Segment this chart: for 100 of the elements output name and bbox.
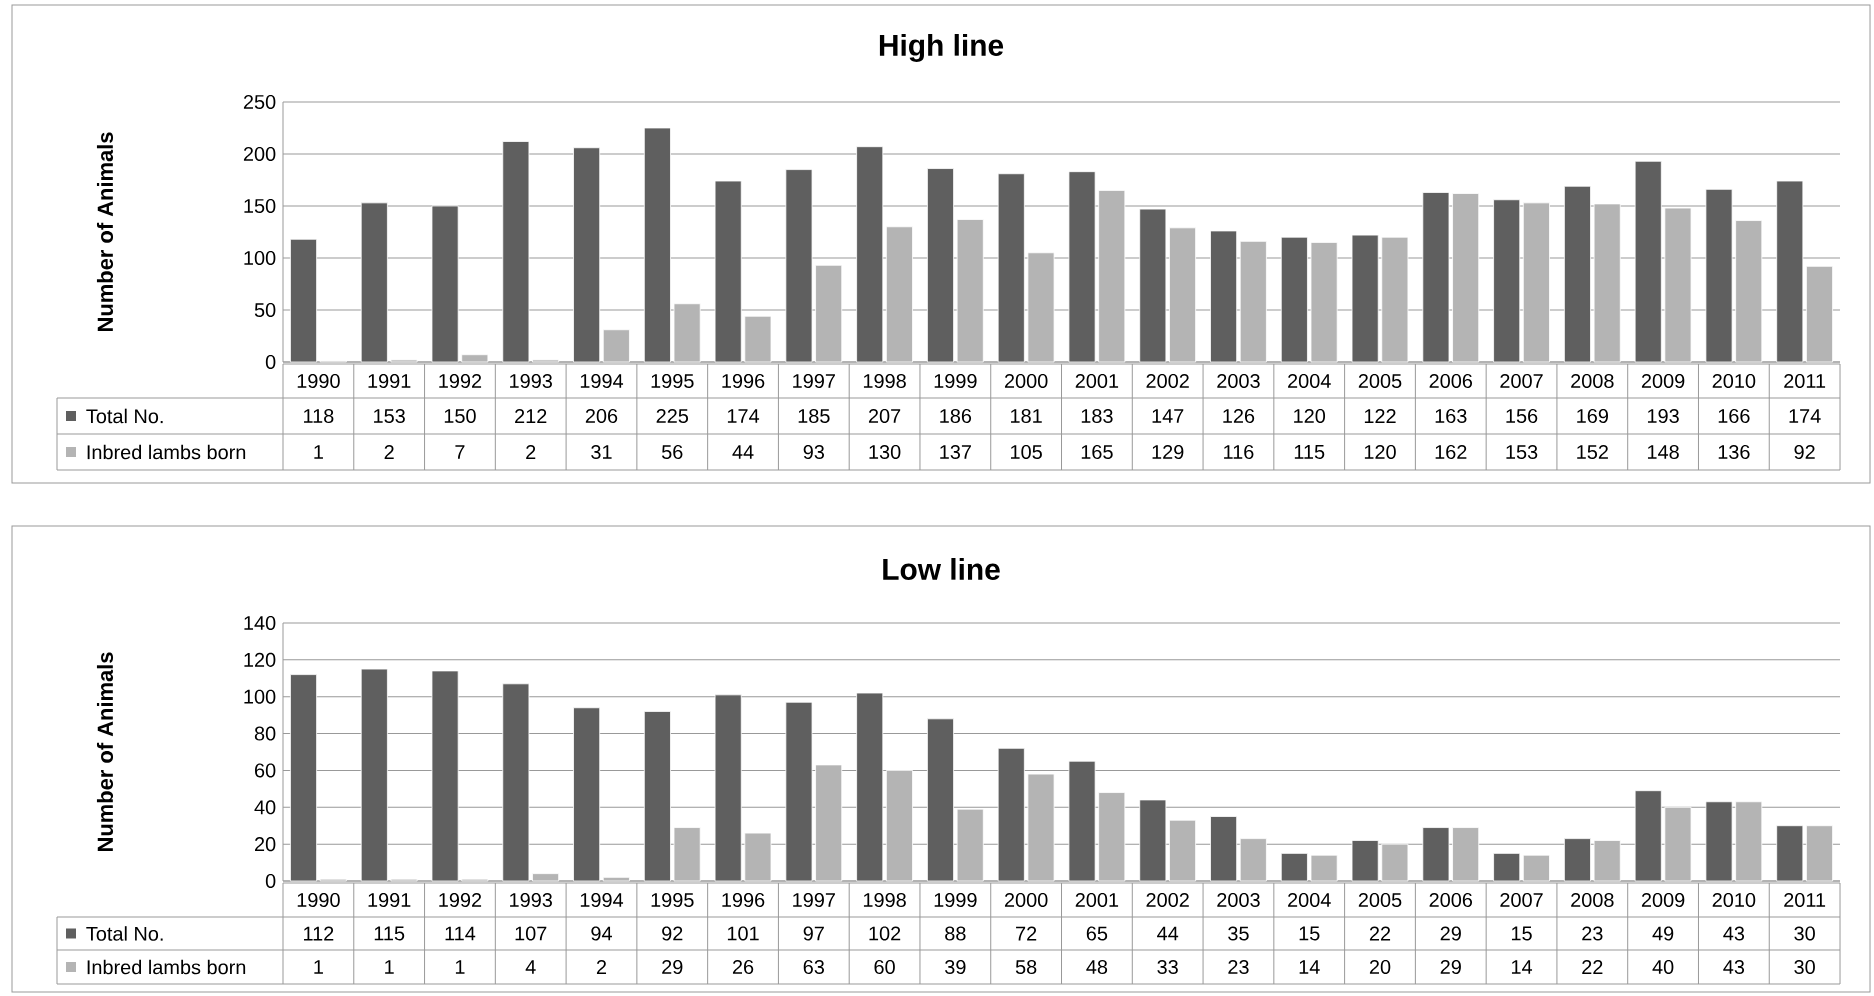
data-label: 14 (1511, 960, 1533, 974)
y-tick-label: 120 (244, 652, 276, 667)
data-label: 166 (1718, 408, 1750, 424)
data-label: 1 (455, 960, 465, 974)
data-label: 22 (1369, 926, 1391, 941)
bar (997, 747, 1025, 882)
bar (1239, 838, 1267, 882)
y-tick-label: 40 (254, 800, 276, 815)
data-label: 183 (1081, 408, 1113, 424)
bar (1806, 825, 1833, 882)
data-label: 40 (1652, 959, 1674, 975)
bar (927, 718, 954, 882)
data-label: 101 (727, 926, 759, 941)
bar (431, 205, 459, 363)
x-tick-label: 2000 (1004, 373, 1048, 389)
data-label: 107 (515, 926, 547, 941)
data-label: 31 (591, 444, 612, 460)
data-label: 22 (1582, 960, 1603, 974)
data-label: 1 (385, 960, 394, 974)
data-label: 193 (1647, 408, 1679, 424)
data-label: 115 (374, 926, 405, 941)
x-tick-label: 1995 (651, 892, 694, 908)
data-label: 30 (1794, 926, 1815, 941)
x-tick-label: 1997 (793, 373, 835, 389)
data-label: 30 (1794, 959, 1815, 975)
legend-label: Total No. (86, 408, 163, 424)
data-label: 153 (1506, 444, 1538, 460)
x-tick-label: 2008 (1571, 892, 1614, 908)
y-tick-label: 20 (255, 837, 276, 852)
data-label: 97 (803, 926, 824, 941)
bar (1493, 199, 1521, 363)
x-tick-label: 1998 (863, 892, 906, 908)
data-label: 169 (1577, 408, 1608, 424)
data-label: 29 (1440, 926, 1461, 941)
y-tick-label: 250 (243, 94, 276, 110)
data-label: 43 (1723, 926, 1745, 941)
bar (1593, 203, 1621, 363)
bar (532, 359, 560, 363)
data-label: 26 (732, 959, 754, 975)
chart-title: High line (879, 34, 1004, 62)
bar (927, 168, 954, 363)
x-tick-label: 1994 (580, 892, 624, 908)
bar (360, 202, 388, 363)
bar (1169, 819, 1197, 882)
bar (785, 701, 813, 882)
x-tick-label: 2003 (1217, 373, 1260, 389)
data-label: 225 (656, 408, 689, 424)
data-label: 48 (1086, 959, 1108, 975)
data-label: 122 (1364, 409, 1396, 423)
data-label: 63 (803, 959, 824, 975)
x-tick-label: 2010 (1712, 373, 1756, 389)
bar (956, 219, 984, 363)
bar (290, 674, 318, 882)
bar (856, 146, 884, 363)
bar (1381, 843, 1409, 882)
bar (1735, 220, 1763, 363)
data-label: 102 (869, 926, 901, 941)
data-label: 120 (1294, 408, 1326, 424)
data-label: 56 (661, 444, 683, 460)
bar (1522, 202, 1550, 363)
bar (1280, 852, 1308, 882)
x-tick-label: 1998 (863, 373, 906, 389)
data-label: 2 (384, 445, 394, 459)
x-tick-label: 1991 (368, 892, 411, 908)
y-tick-label: 80 (254, 726, 276, 741)
legend-label: Total No. (86, 926, 163, 941)
bar (602, 329, 630, 363)
bar (1735, 801, 1763, 882)
data-label: 137 (940, 444, 971, 460)
bar (390, 359, 418, 363)
x-tick-label: 2003 (1217, 892, 1260, 908)
bar (1593, 840, 1621, 882)
x-tick-label: 1996 (722, 373, 765, 389)
y-tick-label: 0 (265, 873, 276, 889)
bar (1776, 825, 1804, 882)
bar (1493, 852, 1521, 882)
bar (1563, 838, 1591, 882)
data-label: 44 (1157, 926, 1179, 941)
data-label: 129 (1152, 444, 1184, 460)
x-tick-label: 1990 (297, 892, 340, 908)
data-label: 44 (732, 445, 754, 459)
y-tick-label: 100 (244, 689, 276, 704)
data-label: 153 (374, 408, 405, 424)
bar (532, 873, 560, 882)
data-label: 92 (1794, 444, 1815, 460)
data-label: 14 (1299, 960, 1320, 974)
y-tick-label: 60 (255, 763, 276, 778)
bar (673, 827, 701, 882)
x-tick-label: 2007 (1500, 892, 1543, 908)
bar (1068, 760, 1096, 882)
bar (785, 169, 813, 363)
bar (744, 315, 772, 363)
y-axis-title: Number of Animals (96, 132, 114, 331)
data-label: 88 (945, 926, 966, 941)
bar (744, 832, 772, 882)
bar (815, 764, 843, 882)
bar (1139, 208, 1167, 363)
bar (815, 264, 843, 363)
data-label: 60 (874, 959, 895, 975)
data-label: 152 (1577, 444, 1608, 460)
